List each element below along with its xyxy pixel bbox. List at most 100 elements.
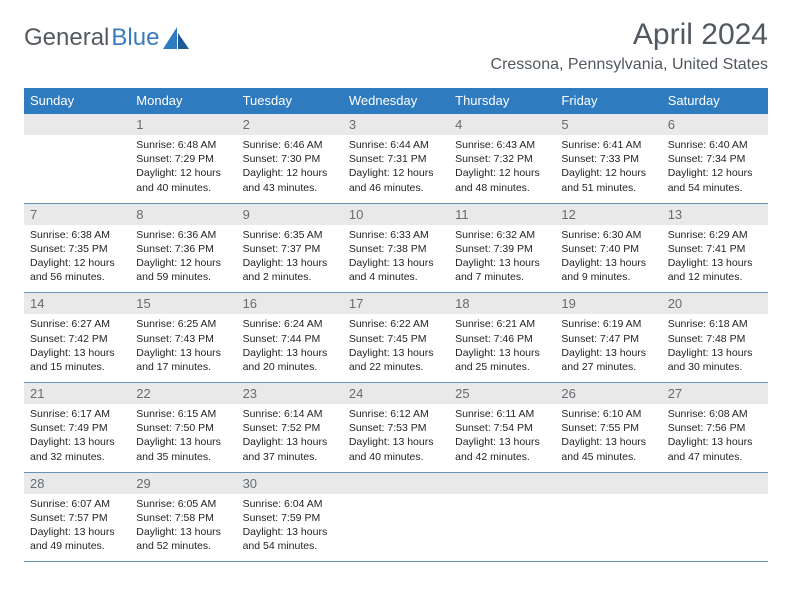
day-info-line: and 12 minutes. xyxy=(668,270,762,284)
day-info-line: and 46 minutes. xyxy=(349,181,443,195)
day-info-line: Daylight: 13 hours xyxy=(349,346,443,360)
header: GeneralBlue April 2024 Cressona, Pennsyl… xyxy=(24,18,768,74)
day-info-line: Sunrise: 6:30 AM xyxy=(561,228,655,242)
calendar-day-cell: 28Sunrise: 6:07 AMSunset: 7:57 PMDayligh… xyxy=(24,472,130,562)
day-info-line: and 25 minutes. xyxy=(455,360,549,374)
day-number: 8 xyxy=(130,204,236,225)
day-info-line: Sunset: 7:35 PM xyxy=(30,242,124,256)
day-info-line: and 48 minutes. xyxy=(455,181,549,195)
calendar-day-cell: 10Sunrise: 6:33 AMSunset: 7:38 PMDayligh… xyxy=(343,203,449,293)
day-content: Sunrise: 6:11 AMSunset: 7:54 PMDaylight:… xyxy=(449,404,555,472)
day-info-line: and 42 minutes. xyxy=(455,450,549,464)
day-info-line: Sunset: 7:49 PM xyxy=(30,421,124,435)
day-content: Sunrise: 6:30 AMSunset: 7:40 PMDaylight:… xyxy=(555,225,661,293)
day-content xyxy=(343,494,449,552)
day-content: Sunrise: 6:44 AMSunset: 7:31 PMDaylight:… xyxy=(343,135,449,203)
logo-text-1: General xyxy=(24,24,109,52)
day-info-line: and 43 minutes. xyxy=(243,181,337,195)
day-content: Sunrise: 6:33 AMSunset: 7:38 PMDaylight:… xyxy=(343,225,449,293)
day-content: Sunrise: 6:48 AMSunset: 7:29 PMDaylight:… xyxy=(130,135,236,203)
day-number: 27 xyxy=(662,383,768,404)
day-content: Sunrise: 6:46 AMSunset: 7:30 PMDaylight:… xyxy=(237,135,343,203)
day-info-line: Sunset: 7:52 PM xyxy=(243,421,337,435)
day-content: Sunrise: 6:32 AMSunset: 7:39 PMDaylight:… xyxy=(449,225,555,293)
day-number: 9 xyxy=(237,204,343,225)
day-info-line: and 9 minutes. xyxy=(561,270,655,284)
day-info-line: Sunrise: 6:29 AM xyxy=(668,228,762,242)
day-content: Sunrise: 6:17 AMSunset: 7:49 PMDaylight:… xyxy=(24,404,130,472)
day-info-line: Daylight: 13 hours xyxy=(668,435,762,449)
calendar-week-row: 28Sunrise: 6:07 AMSunset: 7:57 PMDayligh… xyxy=(24,472,768,562)
calendar-day-cell xyxy=(24,114,130,204)
day-info-line: Daylight: 12 hours xyxy=(30,256,124,270)
day-info-line: Sunrise: 6:05 AM xyxy=(136,497,230,511)
day-info-line: Sunrise: 6:15 AM xyxy=(136,407,230,421)
day-info-line: Daylight: 12 hours xyxy=(668,166,762,180)
day-number: 30 xyxy=(237,473,343,494)
day-info-line: Sunset: 7:32 PM xyxy=(455,152,549,166)
day-content: Sunrise: 6:22 AMSunset: 7:45 PMDaylight:… xyxy=(343,314,449,382)
day-info-line: Sunset: 7:46 PM xyxy=(455,332,549,346)
logo: GeneralBlue xyxy=(24,18,189,52)
calendar-day-cell: 15Sunrise: 6:25 AMSunset: 7:43 PMDayligh… xyxy=(130,293,236,383)
day-content: Sunrise: 6:15 AMSunset: 7:50 PMDaylight:… xyxy=(130,404,236,472)
day-info-line: Daylight: 13 hours xyxy=(30,525,124,539)
day-info-line: Sunrise: 6:48 AM xyxy=(136,138,230,152)
day-info-line: Sunset: 7:58 PM xyxy=(136,511,230,525)
calendar-week-row: 21Sunrise: 6:17 AMSunset: 7:49 PMDayligh… xyxy=(24,383,768,473)
day-info-line: Sunrise: 6:10 AM xyxy=(561,407,655,421)
calendar-day-cell: 14Sunrise: 6:27 AMSunset: 7:42 PMDayligh… xyxy=(24,293,130,383)
day-content: Sunrise: 6:40 AMSunset: 7:34 PMDaylight:… xyxy=(662,135,768,203)
day-info-line: Sunrise: 6:36 AM xyxy=(136,228,230,242)
day-number: 23 xyxy=(237,383,343,404)
day-number: 24 xyxy=(343,383,449,404)
day-info-line: Sunset: 7:54 PM xyxy=(455,421,549,435)
day-info-line: Sunrise: 6:32 AM xyxy=(455,228,549,242)
day-info-line: Sunset: 7:33 PM xyxy=(561,152,655,166)
day-info-line: Daylight: 13 hours xyxy=(349,256,443,270)
calendar-day-cell: 25Sunrise: 6:11 AMSunset: 7:54 PMDayligh… xyxy=(449,383,555,473)
day-info-line: Sunrise: 6:18 AM xyxy=(668,317,762,331)
calendar-week-row: 7Sunrise: 6:38 AMSunset: 7:35 PMDaylight… xyxy=(24,203,768,293)
day-info-line: Sunrise: 6:11 AM xyxy=(455,407,549,421)
day-number: 5 xyxy=(555,114,661,135)
day-info-line: and 47 minutes. xyxy=(668,450,762,464)
day-info-line: Sunrise: 6:12 AM xyxy=(349,407,443,421)
calendar-day-cell: 5Sunrise: 6:41 AMSunset: 7:33 PMDaylight… xyxy=(555,114,661,204)
day-number: 14 xyxy=(24,293,130,314)
day-info-line: and 40 minutes. xyxy=(136,181,230,195)
day-number: 15 xyxy=(130,293,236,314)
day-info-line: Sunset: 7:59 PM xyxy=(243,511,337,525)
day-info-line: Daylight: 13 hours xyxy=(561,256,655,270)
day-info-line: and 51 minutes. xyxy=(561,181,655,195)
day-info-line: Sunset: 7:30 PM xyxy=(243,152,337,166)
day-info-line: and 17 minutes. xyxy=(136,360,230,374)
day-info-line: Sunrise: 6:25 AM xyxy=(136,317,230,331)
day-info-line: Daylight: 12 hours xyxy=(136,256,230,270)
day-info-line: Daylight: 13 hours xyxy=(243,435,337,449)
day-info-line: Daylight: 13 hours xyxy=(30,346,124,360)
day-info-line: Sunset: 7:34 PM xyxy=(668,152,762,166)
day-content: Sunrise: 6:19 AMSunset: 7:47 PMDaylight:… xyxy=(555,314,661,382)
day-number: 21 xyxy=(24,383,130,404)
day-info-line: Daylight: 13 hours xyxy=(561,346,655,360)
calendar-day-cell: 12Sunrise: 6:30 AMSunset: 7:40 PMDayligh… xyxy=(555,203,661,293)
calendar-day-cell: 26Sunrise: 6:10 AMSunset: 7:55 PMDayligh… xyxy=(555,383,661,473)
calendar-day-cell: 24Sunrise: 6:12 AMSunset: 7:53 PMDayligh… xyxy=(343,383,449,473)
day-info-line: Daylight: 13 hours xyxy=(668,256,762,270)
day-info-line: Sunrise: 6:44 AM xyxy=(349,138,443,152)
day-info-line: Sunset: 7:43 PM xyxy=(136,332,230,346)
day-number: 26 xyxy=(555,383,661,404)
day-info-line: Daylight: 12 hours xyxy=(561,166,655,180)
day-content: Sunrise: 6:29 AMSunset: 7:41 PMDaylight:… xyxy=(662,225,768,293)
calendar-day-cell: 1Sunrise: 6:48 AMSunset: 7:29 PMDaylight… xyxy=(130,114,236,204)
day-info-line: Sunrise: 6:33 AM xyxy=(349,228,443,242)
day-info-line: Daylight: 13 hours xyxy=(243,346,337,360)
day-content: Sunrise: 6:25 AMSunset: 7:43 PMDaylight:… xyxy=(130,314,236,382)
day-info-line: Sunset: 7:48 PM xyxy=(668,332,762,346)
calendar-day-cell: 4Sunrise: 6:43 AMSunset: 7:32 PMDaylight… xyxy=(449,114,555,204)
day-content: Sunrise: 6:24 AMSunset: 7:44 PMDaylight:… xyxy=(237,314,343,382)
calendar-day-cell: 16Sunrise: 6:24 AMSunset: 7:44 PMDayligh… xyxy=(237,293,343,383)
day-info-line: Daylight: 12 hours xyxy=(136,166,230,180)
calendar-day-cell: 11Sunrise: 6:32 AMSunset: 7:39 PMDayligh… xyxy=(449,203,555,293)
